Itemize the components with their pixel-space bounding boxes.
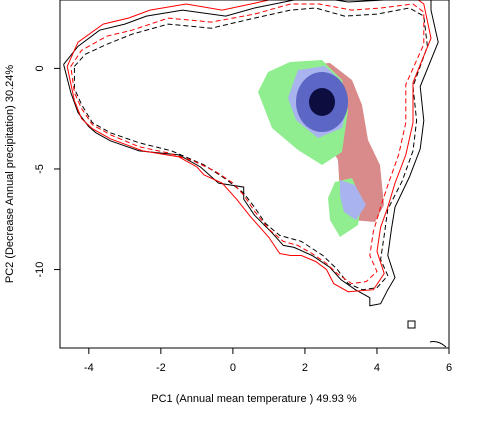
x-axis-label: PC1 (Annual mean temperature ) 49.93 % (151, 393, 357, 405)
y-tick-label: -10 (34, 262, 46, 278)
contour-lines (63, 0, 439, 307)
x-axis: -4 -2 0 2 4 6 (84, 348, 452, 374)
contour-line-red-dashed (70, 3, 425, 285)
small-square-marker (407, 320, 416, 329)
x-tick-label: -4 (84, 362, 94, 374)
x-tick-label: -2 (156, 362, 166, 374)
contour-line-black-dashed (73, 7, 428, 291)
x-tick-label: 0 (230, 362, 236, 374)
occupied-niche-layer (258, 60, 384, 237)
y-tick-label: -5 (34, 164, 46, 174)
y-axis-label: PC2 (Decrease Annual precipitation) 30.2… (4, 65, 16, 284)
x-tick-label: 6 (446, 362, 452, 374)
blue-overlap-peak (309, 88, 335, 116)
contour-line-red-solid (66, 0, 432, 293)
y-tick-label: 0 (34, 65, 46, 71)
x-tick-label: 4 (374, 362, 380, 374)
y-axis: 0 -5 -10 (34, 65, 60, 278)
corner-arc-mark (429, 341, 447, 348)
x-tick-label: 2 (302, 362, 308, 374)
plot-frame (59, 0, 450, 349)
contour-line-black-solid (63, 0, 439, 307)
